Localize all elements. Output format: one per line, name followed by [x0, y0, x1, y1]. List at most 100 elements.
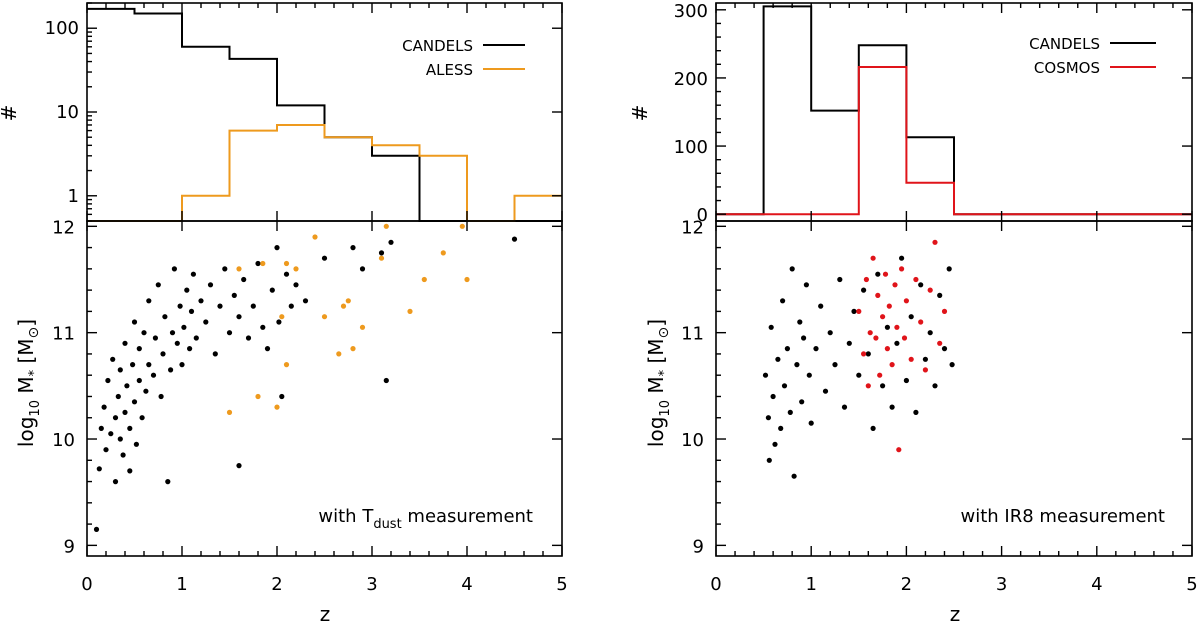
right-hist-step-cosmos	[716, 66, 1192, 216]
left-xlabel: z	[320, 602, 331, 625]
left-point-candels	[131, 399, 138, 405]
right-point-cosmos	[937, 340, 943, 346]
right-xtick-label: 4	[1091, 574, 1102, 595]
left-xtick-label: 0	[81, 574, 92, 595]
right-point-cosmos	[899, 266, 905, 272]
right-legend: CANDELS COSMOS	[1029, 35, 1156, 77]
left-hist-step-aless	[87, 124, 562, 222]
left-point-candels	[203, 319, 209, 325]
right-hist-ytick-label: 100	[674, 137, 708, 158]
left-point-candels	[165, 479, 171, 485]
left-point-aless	[236, 266, 242, 272]
left-point-candels	[101, 404, 107, 410]
left-xticks: 0 1 2 3 4 5	[81, 3, 568, 595]
right-histogram-ticks: 0 100 200 300	[674, 1, 1192, 226]
left-point-candels	[177, 303, 183, 309]
left-point-candels	[250, 303, 256, 309]
left-scatter-ytick-label: 9	[64, 536, 75, 557]
left-point-candels	[136, 346, 142, 352]
right-point-candels	[778, 425, 784, 431]
left-xtick-label: 1	[176, 574, 187, 595]
right-point-candels	[789, 266, 795, 272]
right-point-candels	[813, 346, 819, 352]
left-histogram-ticks: 1 10 100	[45, 2, 562, 222]
right-point-candels	[949, 362, 955, 368]
right-point-cosmos	[856, 308, 862, 314]
left-point-candels	[302, 298, 309, 304]
left-point-candels	[127, 425, 133, 431]
left-point-aless	[321, 314, 328, 320]
right-point-candels	[851, 308, 857, 314]
left-point-candels	[141, 330, 147, 336]
left-scatter-frame	[86, 220, 563, 557]
right-point-cosmos	[901, 335, 908, 341]
right-point-candels	[937, 292, 943, 298]
right-point-cosmos	[927, 287, 933, 293]
left-point-aless	[464, 276, 470, 283]
right-point-candels	[808, 420, 814, 426]
right-point-candels	[899, 255, 905, 261]
right-hist-ytick-label: 200	[674, 69, 708, 90]
left-scatter-ytick-label: 12	[52, 217, 75, 238]
right-point-candels	[884, 324, 891, 330]
left-point-candels	[359, 266, 366, 272]
left-point-candels	[245, 335, 252, 341]
left-point-aless	[459, 223, 465, 229]
right-point-cosmos	[918, 319, 924, 325]
right-point-candels	[787, 409, 793, 415]
right-histogram-ylabel: #	[628, 105, 652, 122]
right-point-cosmos	[865, 383, 871, 389]
left-hist-ytick-label: 1	[68, 186, 79, 207]
left-point-candels	[274, 245, 280, 251]
right-hist-ytick-label: 0	[697, 205, 708, 226]
left-xtick-label: 5	[556, 574, 567, 595]
left-point-candels	[130, 362, 136, 368]
left-point-candels	[122, 409, 128, 415]
left-point-candels	[108, 431, 114, 437]
right-point-candels	[794, 362, 800, 368]
left-point-candels	[143, 388, 149, 394]
left-point-candels	[279, 393, 285, 400]
left-point-candels	[179, 362, 185, 368]
right-xtick-label: 0	[710, 574, 721, 595]
right-point-cosmos	[922, 367, 929, 373]
left-point-candels	[155, 282, 161, 288]
right-point-cosmos	[882, 271, 889, 277]
right-point-candels	[801, 335, 807, 341]
right-point-candels	[889, 404, 895, 410]
right-point-candels	[837, 276, 843, 283]
left-point-aless	[255, 393, 261, 400]
left-point-aless	[336, 351, 342, 357]
left-scatter-ytick-label: 10	[52, 430, 75, 451]
right-point-candels	[856, 372, 862, 378]
right-point-candels	[762, 372, 769, 378]
left-point-aless	[407, 308, 413, 314]
left-point-candels	[98, 425, 104, 431]
left-point-candels	[241, 276, 247, 283]
right-point-candels	[832, 362, 838, 368]
left-point-candels	[236, 463, 242, 469]
right-point-candels	[818, 303, 824, 309]
left-point-aless	[421, 276, 427, 283]
left-scatter-ticks: 9 10 11 12	[52, 217, 562, 557]
left-point-candels	[188, 308, 195, 314]
right-point-candels	[791, 473, 797, 479]
left-point-candels	[120, 452, 126, 458]
left-point-aless	[279, 314, 285, 320]
right-scatter-ytick-label: 10	[681, 430, 704, 451]
right-point-candels	[765, 415, 772, 421]
left-point-candels	[122, 340, 128, 346]
left-point-aless	[383, 223, 389, 229]
left-point-aless	[350, 346, 356, 352]
right-point-cosmos	[867, 330, 873, 336]
right-point-candels	[841, 404, 848, 410]
left-point-candels	[93, 526, 100, 533]
right-scatter-ytick-label: 12	[681, 217, 704, 238]
right-point-candels	[932, 383, 938, 389]
right-point-candels	[799, 399, 805, 405]
left-point-candels	[222, 266, 228, 272]
left-point-aless	[440, 250, 446, 256]
right-point-candels	[780, 298, 786, 304]
left-point-aless	[345, 298, 351, 304]
